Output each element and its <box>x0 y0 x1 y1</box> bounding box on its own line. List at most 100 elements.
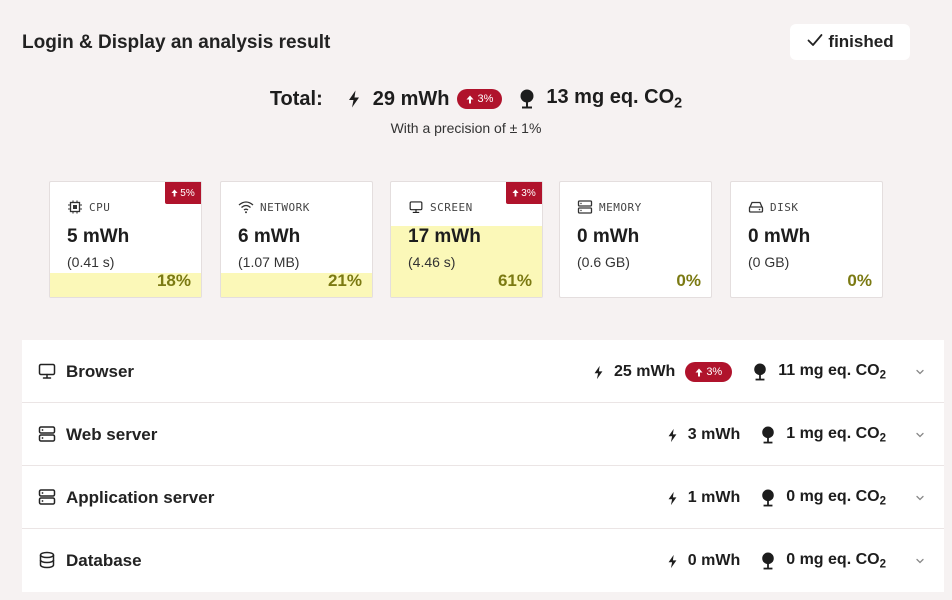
bolt-icon <box>667 428 678 443</box>
row-metrics: 0 mWh 0 mg eq. CO2 <box>667 548 886 574</box>
row-label: Database <box>66 551 142 570</box>
card-detail: (0.6 GB) <box>577 254 630 270</box>
card-trend-badge: 3% <box>506 182 542 204</box>
row-emissions: 1 mg eq. CO2 <box>786 425 886 444</box>
card-trend-value: 5% <box>180 187 195 199</box>
card-header: NETWORK <box>238 200 310 214</box>
tree-icon <box>518 89 536 109</box>
card-header: SCREEN <box>408 200 473 214</box>
row-label: Application server <box>66 488 215 507</box>
card-header: MEMORY <box>577 200 642 214</box>
row-energy: 3 mWh <box>687 426 741 443</box>
breakdown-row-web-server[interactable]: Web server 3 mWh 1 mg eq. CO2 <box>22 403 944 466</box>
arrow-up-icon <box>512 189 519 197</box>
card-trend-value: 3% <box>521 187 536 199</box>
row-emissions-subscript: 2 <box>879 369 886 382</box>
card-header: DISK <box>748 200 799 214</box>
breakdown-row-application-server[interactable]: Application server 1 mWh 0 mg eq. CO2 <box>22 466 944 529</box>
card-memory: MEMORY 0 mWh (0.6 GB) 0% <box>559 181 712 298</box>
card-share-fill <box>221 273 372 297</box>
breakdown-row-database[interactable]: Database 0 mWh 0 mg eq. CO2 <box>22 529 944 592</box>
tree-icon <box>760 552 776 570</box>
arrow-up-icon <box>466 95 474 103</box>
total-emissions: 13 mg eq. CO2 <box>546 86 682 111</box>
card-energy: 0 mWh <box>577 226 640 247</box>
card-header: CPU <box>67 200 110 214</box>
card-title: DISK <box>770 200 799 214</box>
bolt-icon <box>593 365 604 380</box>
card-percent: 18% <box>156 271 191 290</box>
row-emissions-subscript: 2 <box>879 432 886 445</box>
chevron-down-icon[interactable] <box>914 366 926 378</box>
card-energy: 5 mWh <box>67 226 130 247</box>
precision-note: With a precision of ± 1% <box>390 120 542 136</box>
server-icon <box>38 488 56 506</box>
chevron-down-icon[interactable] <box>914 429 926 441</box>
card-detail: (0.41 s) <box>67 254 115 270</box>
bolt-icon <box>347 90 361 108</box>
row-metrics: 25 mWh 3% 11 mg eq. CO2 <box>593 359 886 385</box>
finished-status-button[interactable]: finished <box>790 24 910 60</box>
row-emissions: 11 mg eq. CO2 <box>778 362 886 381</box>
tree-icon <box>752 363 768 381</box>
row-trend-badge: 3% <box>685 362 733 382</box>
row-label: Web server <box>66 425 158 444</box>
wifi-icon <box>238 200 254 214</box>
total-label: Total: <box>269 87 323 110</box>
card-energy: 6 mWh <box>238 226 301 247</box>
row-emissions-text: 1 mg eq. CO <box>786 425 880 443</box>
chevron-down-icon[interactable] <box>914 492 926 504</box>
card-percent: 21% <box>327 271 362 290</box>
card-screen: SCREEN 17 mWh (4.46 s) 61% 3% <box>390 181 543 298</box>
card-detail: (1.07 MB) <box>238 254 300 270</box>
total-trend-badge: 3% <box>457 89 503 109</box>
tree-icon <box>760 489 776 507</box>
row-energy: 0 mWh <box>687 552 741 569</box>
tree-icon <box>760 426 776 444</box>
total-trend-value: 3% <box>477 93 494 105</box>
row-emissions-subscript: 2 <box>879 495 886 508</box>
card-percent: 0% <box>847 271 872 290</box>
row-label: Browser <box>66 362 135 381</box>
card-share-fill <box>50 273 201 297</box>
card-title: NETWORK <box>260 200 310 214</box>
row-emissions-text: 0 mg eq. CO <box>786 551 880 569</box>
card-title: MEMORY <box>599 200 642 214</box>
card-detail: (4.46 s) <box>408 254 456 270</box>
row-energy: 1 mWh <box>687 489 741 506</box>
row-metrics: 3 mWh 1 mg eq. CO2 <box>667 422 886 448</box>
total-energy: 29 mWh <box>372 87 450 110</box>
total-emissions-subscript: 2 <box>674 95 683 112</box>
row-metrics: 1 mWh 0 mg eq. CO2 <box>667 485 886 511</box>
arrow-up-icon <box>171 189 178 197</box>
row-emissions-text: 0 mg eq. CO <box>786 488 880 506</box>
cpu-icon <box>67 200 83 214</box>
card-percent: 61% <box>497 271 532 290</box>
status-label: finished <box>828 32 894 51</box>
page-title: Login & Display an analysis result <box>22 32 331 53</box>
row-trend-value: 3% <box>706 366 723 378</box>
breakdown-row-browser[interactable]: Browser 25 mWh 3% 11 mg eq. CO2 <box>22 340 944 403</box>
row-emissions: 0 mg eq. CO2 <box>786 551 886 570</box>
card-title: SCREEN <box>430 200 473 214</box>
monitor-icon <box>38 362 56 380</box>
bolt-icon <box>667 491 678 506</box>
bolt-icon <box>667 554 678 569</box>
check-icon <box>806 31 824 54</box>
card-title: CPU <box>89 200 111 214</box>
server-icon <box>38 425 56 443</box>
card-share-fill <box>391 226 542 297</box>
card-disk: DISK 0 mWh (0 GB) 0% <box>730 181 883 298</box>
card-network: NETWORK 6 mWh (1.07 MB) 21% <box>220 181 373 298</box>
memory-icon <box>577 200 593 214</box>
card-energy: 17 mWh <box>408 226 481 247</box>
card-detail: (0 GB) <box>748 254 790 270</box>
row-emissions-subscript: 2 <box>879 558 886 571</box>
total-summary: Total: 29 mWh 3% 13 mg eq. CO2 <box>0 84 952 114</box>
card-cpu: CPU 5 mWh (0.41 s) 18% 5% <box>49 181 202 298</box>
disk-icon <box>748 200 764 214</box>
breakdown-list: Browser 25 mWh 3% 11 mg eq. CO2 Web server 3 … <box>22 340 944 592</box>
total-emissions-text: 13 mg eq. CO <box>546 86 675 109</box>
chevron-down-icon[interactable] <box>914 555 926 567</box>
card-percent: 0% <box>676 271 701 290</box>
